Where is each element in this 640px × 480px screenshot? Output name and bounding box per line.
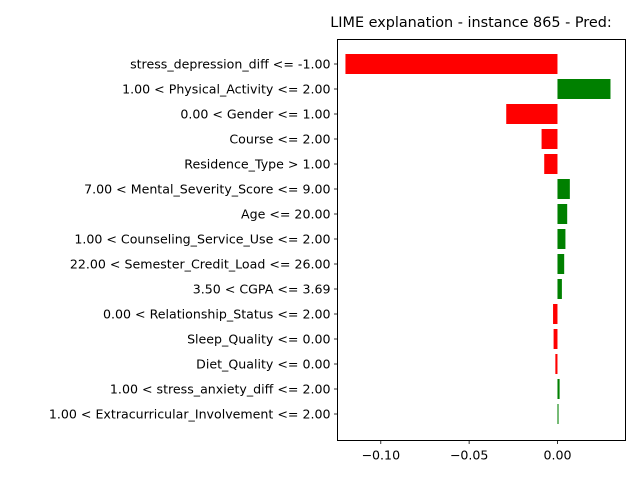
- y-tick-label: Course <= 2.00: [229, 132, 330, 147]
- bar-7: [557, 229, 566, 249]
- bars-group: [345, 54, 611, 424]
- bar-2: [506, 104, 558, 124]
- y-tick-label: Diet_Quality <= 0.00: [196, 357, 330, 372]
- y-tick-label: Residence_Type > 1.00: [184, 157, 330, 172]
- y-tick-label: 1.00 < Extracurricular_Involvement <= 2.…: [49, 407, 331, 422]
- bar-12: [555, 354, 558, 374]
- y-tick-label: Age <= 20.00: [241, 207, 331, 222]
- y-tick-label: 3.50 < CGPA <= 3.69: [193, 282, 331, 297]
- bar-14: [557, 404, 559, 424]
- x-tick-label: −0.10: [361, 448, 400, 463]
- y-tick-label: stress_depression_diff <= -1.00: [130, 57, 330, 72]
- bar-9: [557, 279, 562, 299]
- y-tick-label: 1.00 < Physical_Activity <= 2.00: [122, 82, 330, 97]
- bar-6: [557, 204, 568, 224]
- bar-11: [553, 329, 558, 349]
- plot-frame: [337, 39, 626, 441]
- x-tick-label: 0.00: [543, 448, 571, 463]
- y-tick-label: 0.00 < Relationship_Status <= 2.00: [103, 307, 331, 322]
- bar-4: [544, 154, 558, 174]
- y-tick-label: 0.00 < Gender <= 1.00: [180, 107, 330, 122]
- y-tick-label: 7.00 < Mental_Severity_Score <= 9.00: [84, 182, 330, 197]
- x-tick-group: −0.10 −0.05 0.00: [361, 440, 571, 463]
- bar-10: [553, 304, 558, 324]
- bar-3: [541, 129, 558, 149]
- y-tick-label: 1.00 < stress_anxiety_diff <= 2.00: [110, 382, 331, 397]
- x-tick-label: −0.05: [450, 448, 489, 463]
- bar-0: [345, 54, 558, 74]
- bar-13: [557, 379, 560, 399]
- y-tick-label: Sleep_Quality <= 0.00: [187, 332, 330, 347]
- bar-1: [557, 79, 611, 99]
- bar-5: [557, 179, 570, 199]
- y-tick-label: 22.00 < Semester_Credit_Load <= 26.00: [70, 257, 331, 272]
- chart-title: LIME explanation - instance 865 - Pred:: [330, 15, 611, 31]
- y-tick-label: 1.00 < Counseling_Service_Use <= 2.00: [74, 232, 330, 247]
- y-tick-group: stress_depression_diff <= -1.00 1.00 < Ph…: [49, 57, 338, 422]
- bar-8: [557, 254, 565, 274]
